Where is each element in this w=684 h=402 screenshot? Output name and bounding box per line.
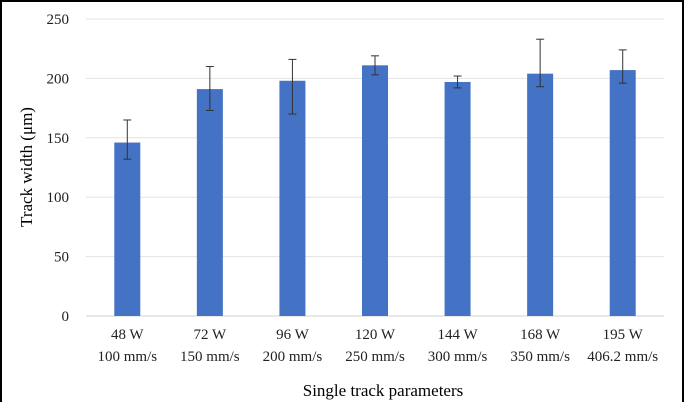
y-tick-label: 150 (47, 131, 70, 147)
x-tick-label-speed: 350 mm/s (510, 349, 570, 365)
x-tick-label-speed: 200 mm/s (263, 349, 323, 365)
x-tick-label-power: 72 W (194, 327, 227, 343)
y-tick-label: 250 (47, 12, 70, 28)
x-tick-label-power: 144 W (438, 327, 479, 343)
bar (362, 65, 388, 316)
y-tick-label: 50 (54, 250, 69, 266)
x-tick-label-speed: 300 mm/s (428, 349, 488, 365)
y-tick-label: 200 (47, 71, 70, 87)
x-tick-label-speed: 250 mm/s (345, 349, 405, 365)
x-tick-label-speed: 150 mm/s (180, 349, 240, 365)
x-tick-label-speed: 406.2 mm/s (587, 349, 658, 365)
x-tick-label-power: 120 W (355, 327, 396, 343)
error-bars (123, 38, 627, 160)
y-tick-label: 0 (62, 309, 70, 325)
bar (196, 89, 223, 316)
x-tick-label-power: 48 W (111, 327, 144, 343)
x-axis-ticks: 48 W 100 mm/s 72 W 150 mm/s 96 W 200 mm/s 120 … (97, 327, 658, 365)
x-axis-label: Single track parameters (303, 381, 464, 400)
bar (527, 73, 554, 316)
bar (279, 80, 306, 316)
x-tick-label-power: 96 W (276, 327, 309, 343)
bar (114, 142, 141, 316)
x-tick-label-power: 195 W (603, 327, 644, 343)
x-tick-label-speed: 100 mm/s (97, 349, 157, 365)
y-axis-ticks: 0 50 100 150 200 250 (47, 12, 70, 325)
bar (609, 70, 636, 316)
bars (114, 65, 636, 317)
x-tick-label-power: 168 W (520, 327, 561, 343)
bar (444, 81, 471, 317)
y-tick-label: 100 (47, 190, 70, 206)
y-axis-label: Track width (μm) (17, 107, 36, 227)
